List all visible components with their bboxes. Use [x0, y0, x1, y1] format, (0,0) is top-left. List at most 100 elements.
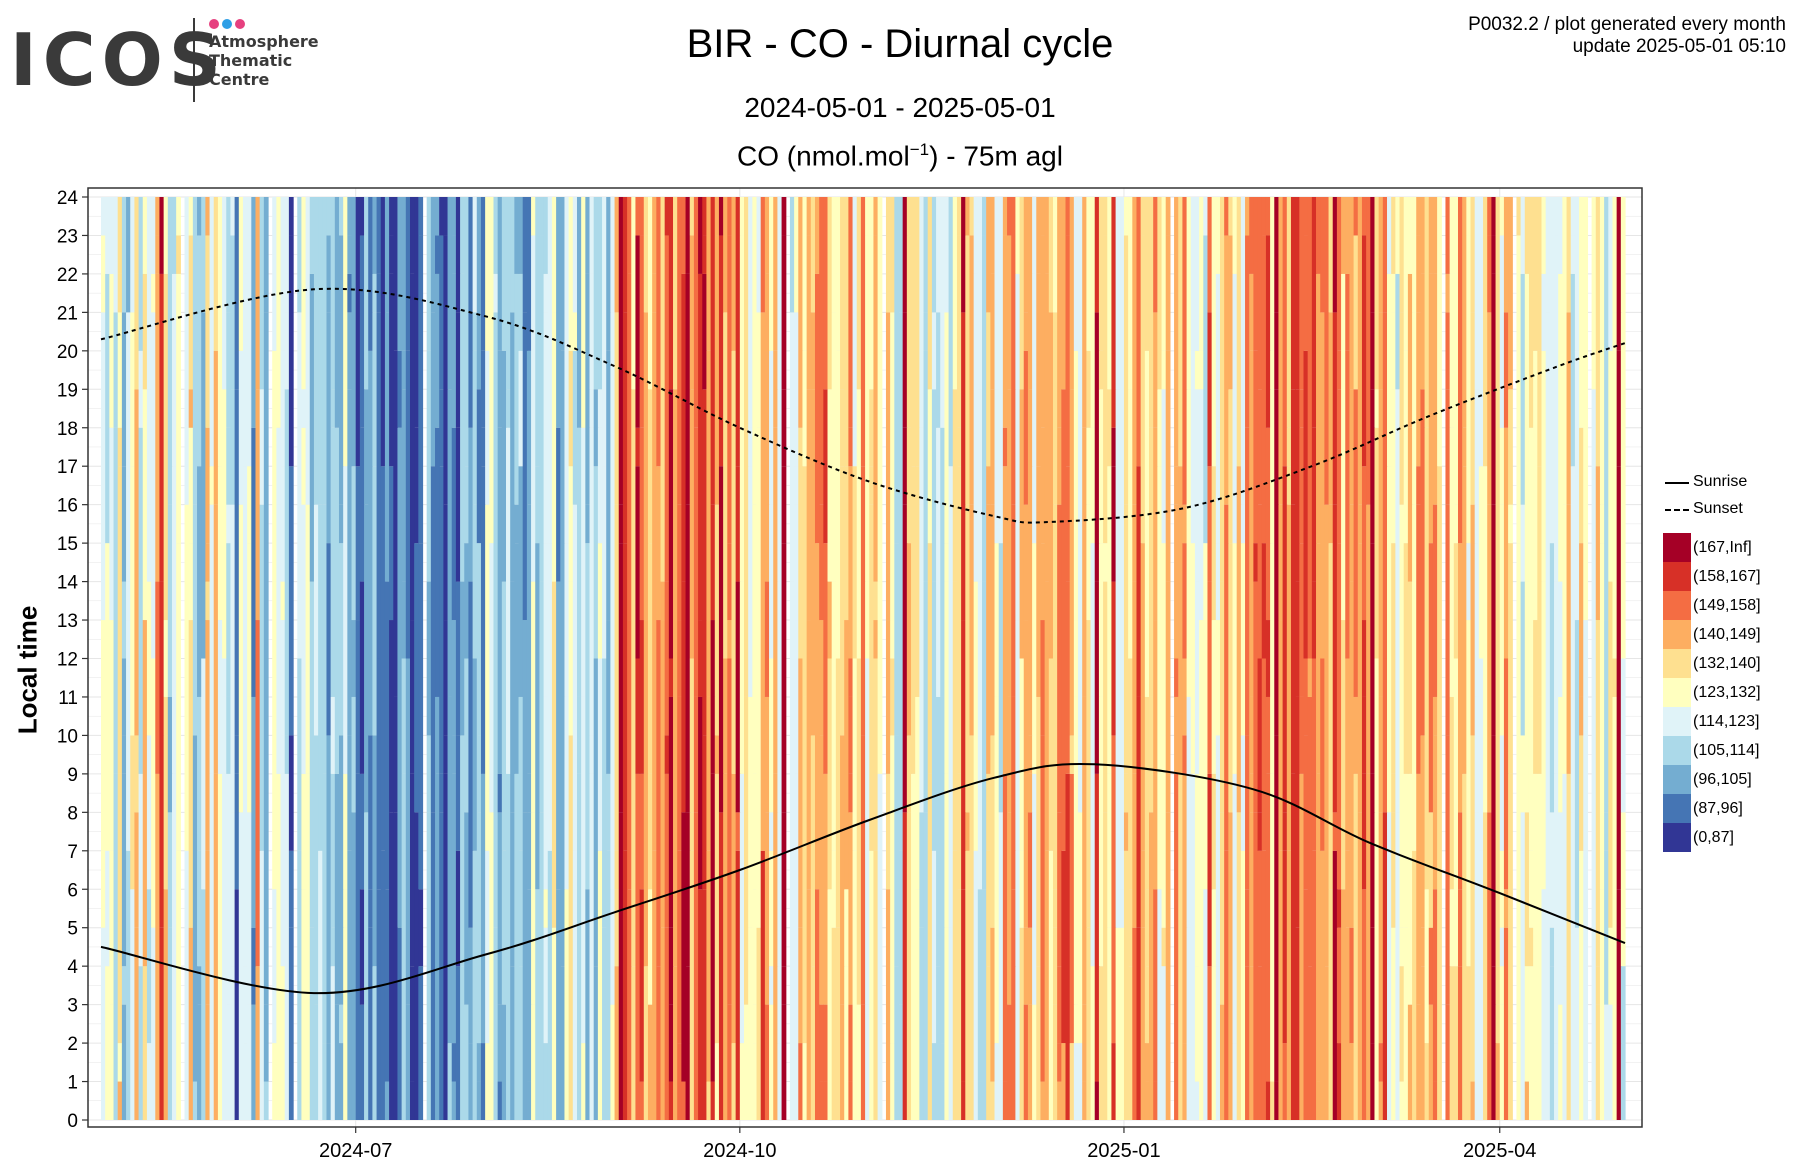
heatmap-cell: [1416, 235, 1422, 313]
heatmap-cell: [230, 235, 236, 390]
legend: Sunrise Sunset (167,Inf] (158,167] (149,15…: [1663, 470, 1800, 852]
heatmap-cell: [1478, 658, 1484, 851]
heatmap-cell: [1457, 197, 1463, 544]
heatmap-cell: [819, 1004, 824, 1082]
heatmap-cell: [681, 273, 687, 582]
heatmap-cell: [497, 1081, 503, 1120]
heatmap-cell: [1332, 812, 1338, 851]
heatmap-cell: [1078, 735, 1083, 813]
heatmap-cell: [698, 273, 703, 621]
heatmap-cell: [1591, 197, 1597, 390]
heatmap-cell: [1307, 197, 1313, 467]
heatmap-cell: [464, 543, 470, 659]
heatmap-cell: [681, 1081, 687, 1120]
heatmap-cell: [1240, 735, 1246, 851]
heatmap-cell: [1057, 812, 1062, 967]
heatmap-cell: [1132, 773, 1138, 928]
heatmap-cell: [1524, 966, 1530, 1082]
heatmap-cell: [518, 696, 524, 851]
heatmap-cell: [201, 658, 206, 890]
heatmap-cell: [355, 197, 361, 467]
heatmap-cell: [597, 427, 603, 544]
heatmap-cell: [614, 504, 620, 851]
heatmap-cell: [685, 197, 691, 274]
heatmap-cell: [460, 197, 465, 274]
heatmap-cell: [777, 812, 783, 967]
heatmap-cell: [146, 197, 152, 274]
heatmap-cell: [1470, 312, 1476, 505]
heatmap-cell: [1391, 812, 1396, 928]
heatmap-cell: [1023, 927, 1029, 1005]
heatmap-cell: [1549, 812, 1555, 928]
heatmap-cell: [167, 696, 173, 813]
heatmap-cell: [823, 1004, 829, 1082]
heatmap-cell: [1245, 889, 1250, 967]
heatmap-cell: [689, 812, 695, 851]
heatmap-cell: [1470, 735, 1476, 1082]
heatmap-cell: [1048, 850, 1054, 1120]
heatmap-cell: [1361, 889, 1367, 1120]
heatmap-cell: [948, 927, 954, 1120]
heatmap-cell: [986, 773, 991, 851]
heatmap-cell: [764, 197, 770, 274]
heatmap-cell: [794, 773, 799, 1121]
heatmap-cell: [263, 1081, 269, 1120]
heatmap-cell: [1215, 966, 1221, 1005]
heatmap-cell: [810, 966, 816, 1120]
heatmap-cell: [297, 312, 303, 659]
y-tick-label: 0: [67, 1111, 78, 1132]
heatmap-cell: [105, 273, 110, 544]
heatmap-cell: [1282, 812, 1288, 851]
heatmap-cell: [1303, 735, 1309, 890]
heatmap-cell: [163, 620, 169, 697]
heatmap-cell: [455, 427, 461, 582]
heatmap-cell: [1040, 543, 1046, 621]
heatmap-cell: [485, 504, 490, 851]
heatmap-cell: [1508, 773, 1513, 1121]
heatmap-cell: [1357, 543, 1363, 813]
heatmap-cell: [735, 850, 741, 1120]
heatmap-cell: [226, 773, 232, 1005]
heatmap-cell: [1061, 389, 1067, 659]
heatmap-cell: [1128, 235, 1133, 390]
heatmap-cell: [176, 543, 181, 851]
heatmap-cell: [1604, 812, 1609, 851]
heatmap-cell: [1324, 966, 1330, 1120]
heatmap-cell: [522, 620, 528, 813]
legend-sunrise-swatch: [1665, 482, 1689, 484]
heatmap-cell: [167, 812, 173, 928]
heatmap-cell: [255, 389, 261, 621]
heatmap-cell: [355, 466, 361, 621]
heatmap-cell: [288, 850, 294, 928]
heatmap-cell: [798, 658, 804, 928]
heatmap-cell: [994, 197, 1000, 390]
heatmap-cell: [531, 581, 536, 813]
heatmap-cell: [589, 197, 595, 274]
heatmap-cell: [1094, 312, 1100, 582]
heatmap-cell: [798, 927, 804, 1044]
heatmap-cell: [860, 197, 866, 467]
heatmap-cell: [213, 773, 219, 1121]
heatmap-cell: [1416, 1004, 1422, 1121]
heatmap-cell: [543, 273, 549, 313]
heatmap-cell: [627, 620, 632, 890]
heatmap-cell: [1595, 466, 1601, 621]
heatmap-cell: [1428, 812, 1434, 928]
heatmap-cell: [171, 466, 177, 774]
heatmap-cell: [769, 504, 774, 659]
heatmap-cell: [769, 850, 774, 967]
heatmap-cell: [188, 543, 194, 621]
heatmap-cell: [673, 389, 678, 659]
heatmap-cell: [1533, 197, 1538, 351]
heatmap-cell: [384, 312, 390, 582]
y-tick-label: 10: [57, 726, 78, 747]
heatmap-cell: [1620, 312, 1626, 659]
heatmap-cell: [251, 197, 257, 428]
heatmap-cell: [518, 197, 524, 274]
heatmap-cell: [1103, 812, 1108, 1082]
heatmap-cell: [1290, 197, 1296, 390]
heatmap-cell: [668, 696, 674, 928]
heatmap-cell: [819, 504, 824, 621]
heatmap-cell: [956, 197, 962, 236]
heatmap-cell: [134, 812, 140, 928]
